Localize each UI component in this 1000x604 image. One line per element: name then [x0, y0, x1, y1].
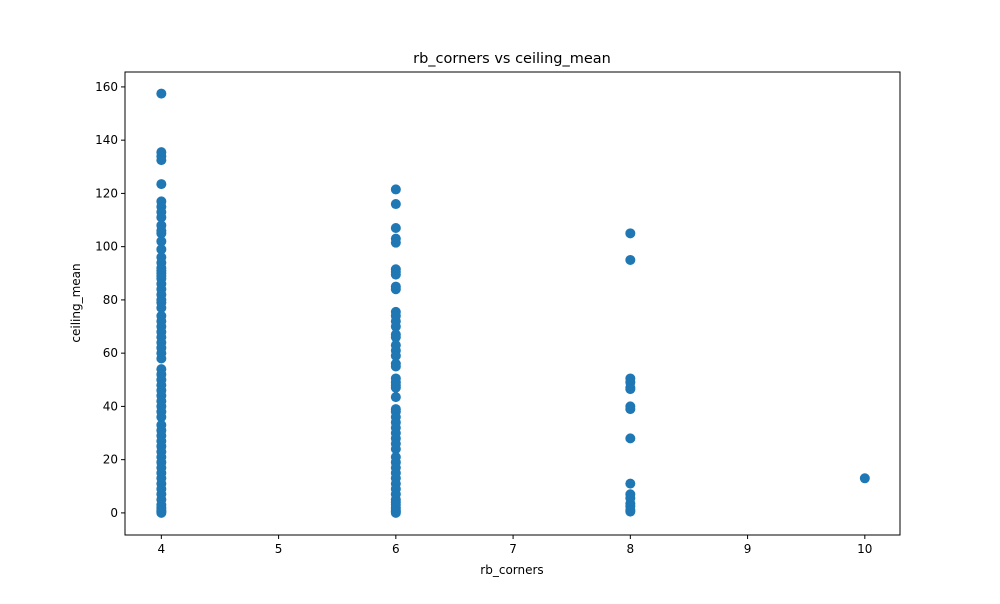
point [625, 254, 636, 265]
point [390, 184, 401, 195]
point [156, 353, 167, 364]
y-tick-label: 160 [95, 80, 118, 94]
point [156, 507, 167, 518]
y-tick-label: 120 [95, 186, 118, 200]
point [390, 444, 401, 455]
y-tick-label: 40 [103, 399, 118, 413]
y-tick-label: 100 [95, 240, 118, 254]
point [859, 473, 870, 484]
point [390, 321, 401, 332]
y-tick-label: 140 [95, 133, 118, 147]
point [390, 382, 401, 393]
point [625, 433, 636, 444]
point [390, 332, 401, 343]
point [625, 228, 636, 239]
point [156, 244, 167, 255]
point [390, 350, 401, 361]
point [156, 412, 167, 423]
point [390, 223, 401, 234]
point [625, 478, 636, 489]
chart-title: rb_corners vs ceiling_mean [413, 51, 611, 67]
point [390, 237, 401, 248]
x-axis-label: rb_corners [480, 563, 543, 577]
point [156, 228, 167, 239]
point [390, 269, 401, 280]
y-tick-label: 0 [110, 506, 118, 520]
point [625, 404, 636, 415]
point [156, 236, 167, 247]
plot-frame [124, 71, 901, 536]
y-tick-label: 20 [103, 453, 118, 467]
point [625, 506, 636, 517]
point [390, 199, 401, 210]
x-tick-label: 5 [275, 542, 283, 556]
x-tick-label: 7 [509, 542, 517, 556]
point [390, 507, 401, 518]
y-axis-label: ceiling_mean [69, 263, 83, 342]
x-tick-label: 10 [857, 542, 872, 556]
y-tick-label: 80 [103, 293, 118, 307]
x-tick-label: 4 [158, 542, 166, 556]
x-tick-label: 8 [627, 542, 635, 556]
point [156, 88, 167, 99]
x-tick-label: 9 [744, 542, 752, 556]
x-tick-label: 6 [392, 542, 400, 556]
point [625, 384, 636, 395]
point [390, 361, 401, 372]
point [156, 212, 167, 223]
point [156, 302, 167, 313]
point [390, 284, 401, 295]
point [390, 392, 401, 403]
point [156, 155, 167, 166]
y-tick-label: 60 [103, 346, 118, 360]
point [156, 179, 167, 190]
